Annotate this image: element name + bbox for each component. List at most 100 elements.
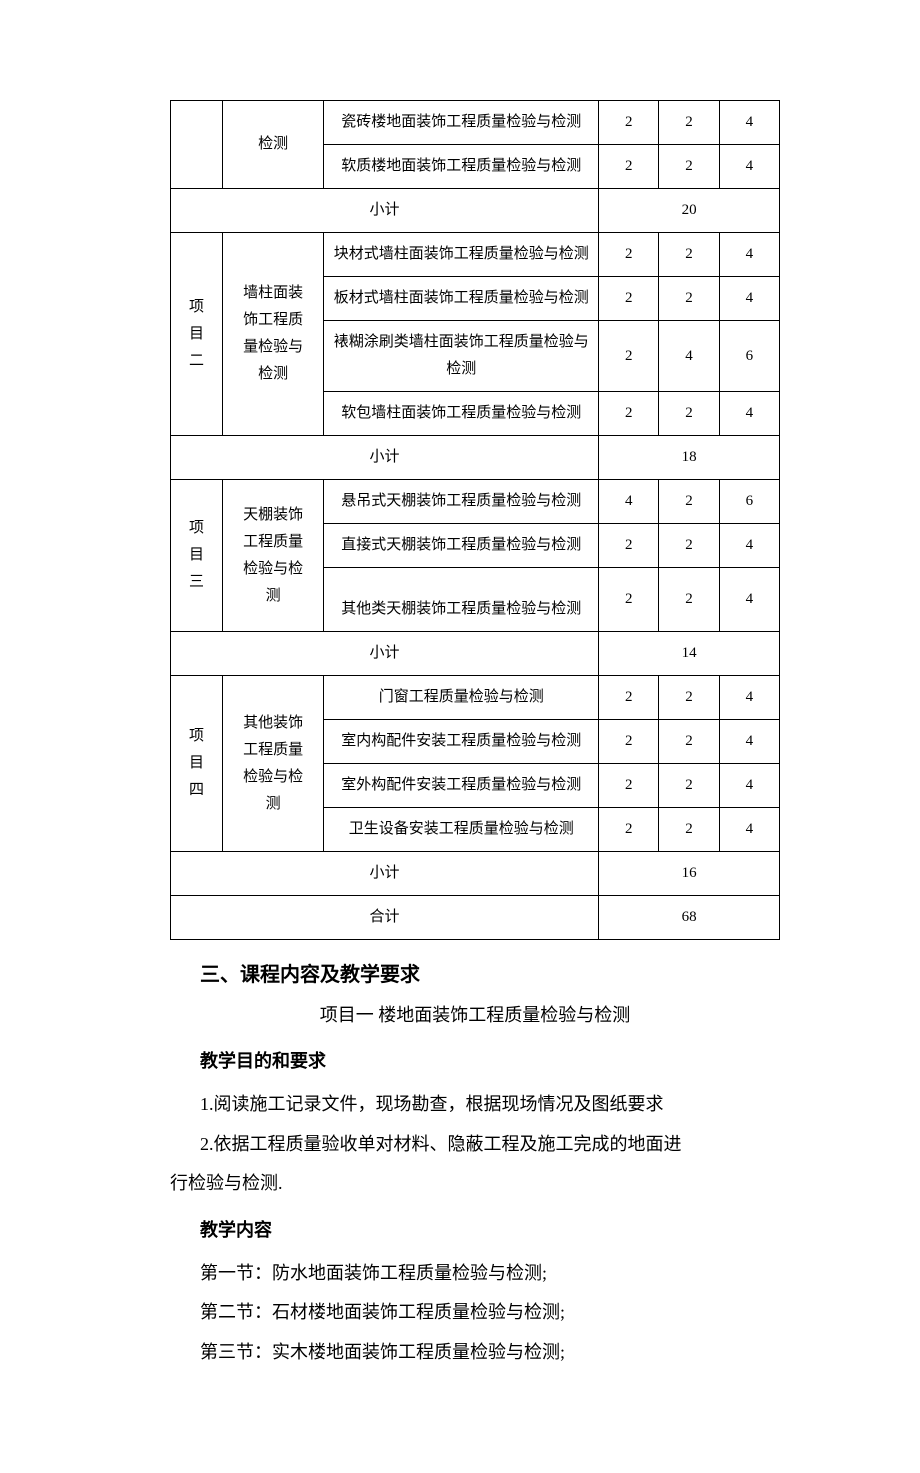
cell-a: 2 bbox=[599, 720, 659, 764]
line: 检测 bbox=[258, 366, 288, 382]
cell-a: 4 bbox=[599, 480, 659, 524]
cell-b: 2 bbox=[659, 720, 719, 764]
table-row: 项 目 二 墙柱面装 饰工程质 量检验与 检测 块材式墙柱面装饰工程质量检验与检… bbox=[171, 233, 780, 277]
task-name: 软质楼地面装饰工程质量检验与检测 bbox=[324, 145, 599, 189]
module-label: 墙柱面装 饰工程质 量检验与 检测 bbox=[223, 233, 324, 436]
cell-b: 2 bbox=[659, 233, 719, 277]
paragraph: 第三节：实木楼地面装饰工程质量检验与检测; bbox=[200, 1333, 780, 1373]
task-name: 室外构配件安装工程质量检验与检测 bbox=[324, 764, 599, 808]
cell-c: 4 bbox=[719, 145, 779, 189]
cell-c: 4 bbox=[719, 676, 779, 720]
sub-heading: 教学目的和要求 bbox=[200, 1047, 780, 1073]
subtotal-row: 小计 18 bbox=[171, 436, 780, 480]
line: 量检验与 bbox=[243, 339, 303, 355]
line: 天棚装饰 bbox=[243, 507, 303, 523]
cell-b: 2 bbox=[659, 808, 719, 852]
line: 裱糊涂刷类墙柱面装饰工程质量检验与 bbox=[334, 334, 589, 350]
col1-blank bbox=[171, 101, 223, 189]
line: 测 bbox=[266, 796, 281, 812]
table-row: 检测 瓷砖楼地面装饰工程质量检验与检测 2 2 4 bbox=[171, 101, 780, 145]
module-label: 天棚装饰 工程质量 检验与检 测 bbox=[223, 480, 324, 632]
section-heading: 三、课程内容及教学要求 bbox=[200, 958, 780, 987]
cell-a: 2 bbox=[599, 233, 659, 277]
cell-a: 2 bbox=[599, 808, 659, 852]
paragraph: 1.阅读施工记录文件，现场勘查，根据现场情况及图纸要求 bbox=[200, 1085, 780, 1125]
task-name: 块材式墙柱面装饰工程质量检验与检测 bbox=[324, 233, 599, 277]
line: 检验与检 bbox=[243, 769, 303, 785]
cell-c: 6 bbox=[719, 321, 779, 392]
subtotal-label: 小计 bbox=[171, 189, 599, 233]
cell-a: 2 bbox=[599, 524, 659, 568]
cell-c: 4 bbox=[719, 524, 779, 568]
char: 项 bbox=[175, 515, 218, 542]
cell-c: 6 bbox=[719, 480, 779, 524]
cell-b: 2 bbox=[659, 101, 719, 145]
total-label: 合计 bbox=[171, 896, 599, 940]
cell-c: 4 bbox=[719, 720, 779, 764]
cell-b: 2 bbox=[659, 676, 719, 720]
cell-c: 4 bbox=[719, 233, 779, 277]
subtotal-value: 18 bbox=[599, 436, 780, 480]
char: 项 bbox=[175, 294, 218, 321]
line: 工程质量 bbox=[243, 742, 303, 758]
paragraph: 第二节：石材楼地面装饰工程质量检验与检测; bbox=[200, 1293, 780, 1333]
cell-c: 4 bbox=[719, 764, 779, 808]
project-label: 项 目 二 bbox=[171, 233, 223, 436]
char: 目 bbox=[175, 542, 218, 569]
cell-a: 2 bbox=[599, 145, 659, 189]
cell-a: 2 bbox=[599, 764, 659, 808]
cell-b: 2 bbox=[659, 277, 719, 321]
cell-a: 2 bbox=[599, 277, 659, 321]
project-label: 项 目 四 bbox=[171, 676, 223, 852]
char: 四 bbox=[175, 777, 218, 804]
line: 测 bbox=[266, 588, 281, 604]
task-name: 裱糊涂刷类墙柱面装饰工程质量检验与 检测 bbox=[324, 321, 599, 392]
cell-b: 2 bbox=[659, 524, 719, 568]
cell-b: 2 bbox=[659, 764, 719, 808]
paragraph: 第一节：防水地面装饰工程质量检验与检测; bbox=[200, 1254, 780, 1294]
cell-c: 4 bbox=[719, 808, 779, 852]
task-name: 软包墙柱面装饰工程质量检验与检测 bbox=[324, 392, 599, 436]
sub-heading: 教学内容 bbox=[200, 1216, 780, 1242]
subtotal-value: 20 bbox=[599, 189, 780, 233]
task-name: 门窗工程质量检验与检测 bbox=[324, 676, 599, 720]
paragraph: 2.依据工程质量验收单对材料、隐蔽工程及施工完成的地面进 bbox=[200, 1125, 780, 1165]
subtotal-row: 小计 16 bbox=[171, 852, 780, 896]
cell-b: 2 bbox=[659, 480, 719, 524]
subtotal-label: 小计 bbox=[171, 436, 599, 480]
char: 三 bbox=[175, 569, 218, 596]
line: 墙柱面装 bbox=[243, 285, 303, 301]
project-label: 项 目 三 bbox=[171, 480, 223, 632]
task-name: 卫生设备安装工程质量检验与检测 bbox=[324, 808, 599, 852]
cell-c: 4 bbox=[719, 568, 779, 632]
char: 目 bbox=[175, 750, 218, 777]
line: 检测 bbox=[446, 361, 476, 377]
cell-a: 2 bbox=[599, 321, 659, 392]
cell-c: 4 bbox=[719, 277, 779, 321]
total-row: 合计 68 bbox=[171, 896, 780, 940]
char: 项 bbox=[175, 723, 218, 750]
subtotal-row: 小计 20 bbox=[171, 189, 780, 233]
cell-a: 2 bbox=[599, 676, 659, 720]
subtotal-value: 16 bbox=[599, 852, 780, 896]
cell-a: 2 bbox=[599, 568, 659, 632]
line: 检验与检 bbox=[243, 561, 303, 577]
cell-a: 2 bbox=[599, 101, 659, 145]
line: 其他装饰 bbox=[243, 715, 303, 731]
total-value: 68 bbox=[599, 896, 780, 940]
task-name: 板材式墙柱面装饰工程质量检验与检测 bbox=[324, 277, 599, 321]
cell-b: 4 bbox=[659, 321, 719, 392]
cell-a: 2 bbox=[599, 392, 659, 436]
table-row: 项 目 四 其他装饰 工程质量 检验与检 测 门窗工程质量检验与检测 2 2 4 bbox=[171, 676, 780, 720]
module-label: 其他装饰 工程质量 检验与检 测 bbox=[223, 676, 324, 852]
task-name: 室内构配件安装工程质量检验与检测 bbox=[324, 720, 599, 764]
task-name: 悬吊式天棚装饰工程质量检验与检测 bbox=[324, 480, 599, 524]
task-name: 直接式天棚装饰工程质量检验与检测 bbox=[324, 524, 599, 568]
cell-b: 2 bbox=[659, 568, 719, 632]
line: 饰工程质 bbox=[243, 312, 303, 328]
project-title: 项目一 楼地面装饰工程质量检验与检测 bbox=[170, 1001, 780, 1027]
subtotal-label: 小计 bbox=[171, 852, 599, 896]
table-row: 项 目 三 天棚装饰 工程质量 检验与检 测 悬吊式天棚装饰工程质量检验与检测 … bbox=[171, 480, 780, 524]
cell-c: 4 bbox=[719, 101, 779, 145]
subtotal-value: 14 bbox=[599, 632, 780, 676]
